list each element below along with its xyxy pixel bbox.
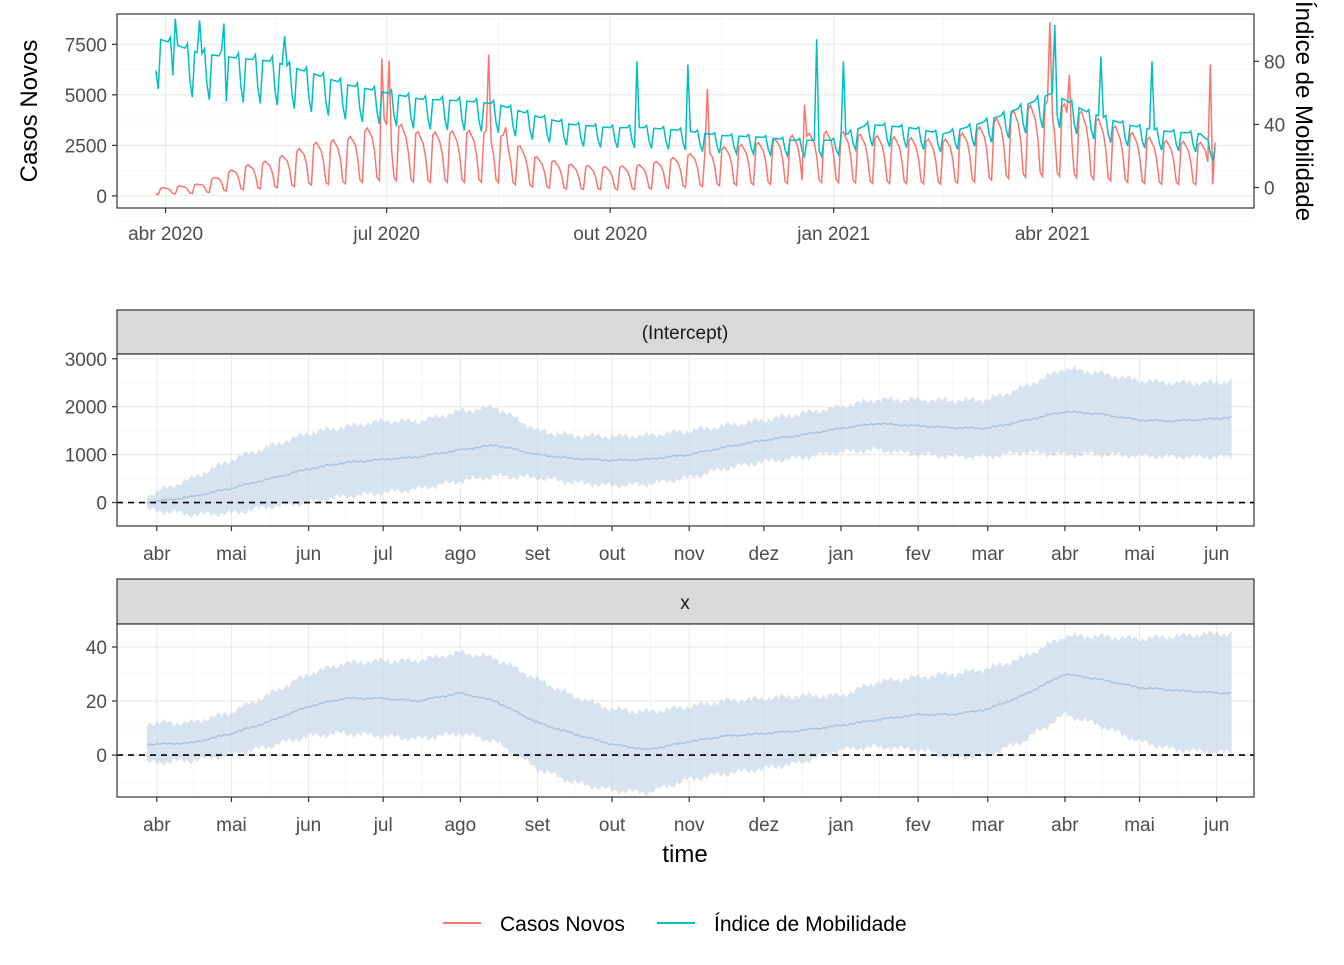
intercept-x-tick-label: mar <box>971 544 1004 565</box>
intercept-x-tick-label: jun <box>1203 544 1229 565</box>
intercept-y-axis: 0 1000 2000 3000 <box>65 350 117 515</box>
x-y-tick-label: 40 <box>86 638 107 659</box>
intercept-x-tick-label: jun <box>295 544 321 565</box>
top-y-right-tick-label: 40 <box>1264 115 1285 136</box>
x-estimate-line <box>146 672 1232 751</box>
x-plot-border <box>116 623 1255 798</box>
top-x-tick-label: jul 2020 <box>352 224 420 245</box>
intercept-x-tick-label: set <box>525 544 551 565</box>
x-x-tick-label: fev <box>905 815 931 836</box>
casos-novos-series <box>155 22 1216 196</box>
legend-label-casos: Casos Novos <box>500 913 625 936</box>
top-chart: abr 2020 jul 2020 out 2020 jan 2021 abr 2021… <box>16 1 1317 245</box>
x-x-tick-label: abr <box>1051 815 1079 836</box>
top-x-tick-label: abr 2020 <box>128 224 203 245</box>
casos-novos-line <box>155 22 1216 196</box>
mobilidade-series <box>155 18 1216 163</box>
intercept-x-axis: abr mai jun jul ago set out nov dez jan fev mar abr m… <box>143 526 1229 565</box>
x-series <box>117 630 1254 797</box>
x-x-tick-label: nov <box>674 815 705 836</box>
intercept-y-tick-label: 2000 <box>65 398 107 419</box>
intercept-x-tick-label: jan <box>827 544 853 565</box>
top-x-tick-label: jan 2021 <box>796 224 870 245</box>
x-x-tick-label: jun <box>295 815 321 836</box>
intercept-y-tick-label: 1000 <box>65 446 107 467</box>
x-x-tick-label: set <box>525 815 551 836</box>
x-x-tick-label: jul <box>373 815 393 836</box>
intercept-x-tick-label: ago <box>444 544 476 565</box>
intercept-x-tick-label: abr <box>1051 544 1079 565</box>
x-facet: x abr mai jun jul ago set out nov dez jan fev mar ab… <box>86 578 1255 868</box>
y-axis-left-label: Casos Novos <box>16 40 43 183</box>
top-plot-background <box>117 14 1254 208</box>
x-x-tick-label: mai <box>1124 815 1155 836</box>
intercept-x-tick-label: dez <box>749 544 780 565</box>
intercept-y-tick-label: 0 <box>96 494 107 515</box>
top-y-axis-left: 0 2500 5000 7500 <box>65 35 117 208</box>
x-x-axis: abr mai jun jul ago set out nov dez jan fev mar abr m… <box>143 797 1229 836</box>
top-x-tick-label: abr 2021 <box>1015 224 1090 245</box>
intercept-y-tick-label: 3000 <box>65 350 107 371</box>
legend-label-mobilidade: Índice de Mobilidade <box>714 913 907 936</box>
intercept-plot-border <box>116 353 1255 527</box>
x-axis-title: time <box>662 841 707 868</box>
intercept-x-tick-label: abr <box>143 544 171 565</box>
intercept-facet: (Intercept) abr mai jun jul ago set out nov dez j… <box>65 309 1255 565</box>
intercept-x-tick-label: nov <box>674 544 705 565</box>
y-axis-right-label: Índice de Mobilidade <box>1290 1 1317 221</box>
intercept-x-tick-label: out <box>599 544 626 565</box>
x-x-tick-label: out <box>599 815 626 836</box>
x-x-tick-label: mai <box>216 815 247 836</box>
intercept-x-tick-label: jul <box>373 544 393 565</box>
x-confidence-ribbon <box>146 630 1232 797</box>
x-y-tick-label: 20 <box>86 692 107 713</box>
top-y-left-tick-label: 7500 <box>65 35 107 56</box>
top-x-axis: abr 2020 jul 2020 out 2020 jan 2021 abr 2021 <box>128 208 1090 245</box>
intercept-series <box>117 365 1254 519</box>
mobilidade-line <box>155 18 1216 163</box>
intercept-x-tick-label: mai <box>216 544 247 565</box>
top-x-tick-label: out 2020 <box>573 224 647 245</box>
x-x-tick-label: jan <box>827 815 853 836</box>
top-y-left-tick-label: 5000 <box>65 86 107 107</box>
x-x-tick-label: mar <box>971 815 1004 836</box>
top-y-left-tick-label: 0 <box>96 187 107 208</box>
top-y-axis-right: 0 40 80 <box>1254 52 1285 199</box>
x-strip <box>116 578 1255 625</box>
legend: Casos Novos Índice de Mobilidade <box>443 913 907 936</box>
intercept-strip <box>116 309 1255 355</box>
top-plot-border <box>116 13 1255 209</box>
x-strip-label: x <box>680 593 690 614</box>
top-y-right-tick-label: 80 <box>1264 52 1285 73</box>
x-x-tick-label: jun <box>1203 815 1229 836</box>
top-y-left-tick-label: 2500 <box>65 136 107 157</box>
x-y-tick-label: 0 <box>96 746 107 767</box>
x-x-tick-label: dez <box>749 815 780 836</box>
intercept-x-tick-label: fev <box>905 544 931 565</box>
x-x-tick-label: abr <box>143 815 171 836</box>
x-y-axis: 0 20 40 <box>86 638 117 767</box>
intercept-confidence-ribbon <box>146 365 1232 519</box>
intercept-x-tick-label: mai <box>1124 544 1155 565</box>
intercept-strip-label: (Intercept) <box>642 323 729 344</box>
top-y-right-tick-label: 0 <box>1264 178 1275 199</box>
x-x-tick-label: ago <box>444 815 476 836</box>
intercept-estimate-line <box>146 410 1232 505</box>
